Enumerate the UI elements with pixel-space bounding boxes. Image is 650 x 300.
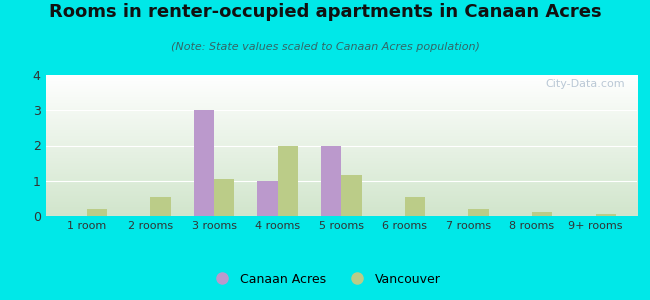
Bar <box>341 176 361 216</box>
Bar <box>257 181 278 216</box>
Bar <box>469 209 489 216</box>
Bar <box>532 212 552 216</box>
Bar <box>214 179 235 216</box>
Bar <box>405 196 425 216</box>
Bar <box>321 146 341 216</box>
Text: (Note: State values scaled to Canaan Acres population): (Note: State values scaled to Canaan Acr… <box>170 42 480 52</box>
Text: Rooms in renter-occupied apartments in Canaan Acres: Rooms in renter-occupied apartments in C… <box>49 3 601 21</box>
Bar <box>194 110 214 216</box>
Text: City-Data.com: City-Data.com <box>545 79 625 89</box>
Bar <box>87 209 107 216</box>
Bar <box>278 146 298 216</box>
Legend: Canaan Acres, Vancouver: Canaan Acres, Vancouver <box>205 268 445 291</box>
Bar <box>150 196 171 216</box>
Bar <box>595 214 616 216</box>
